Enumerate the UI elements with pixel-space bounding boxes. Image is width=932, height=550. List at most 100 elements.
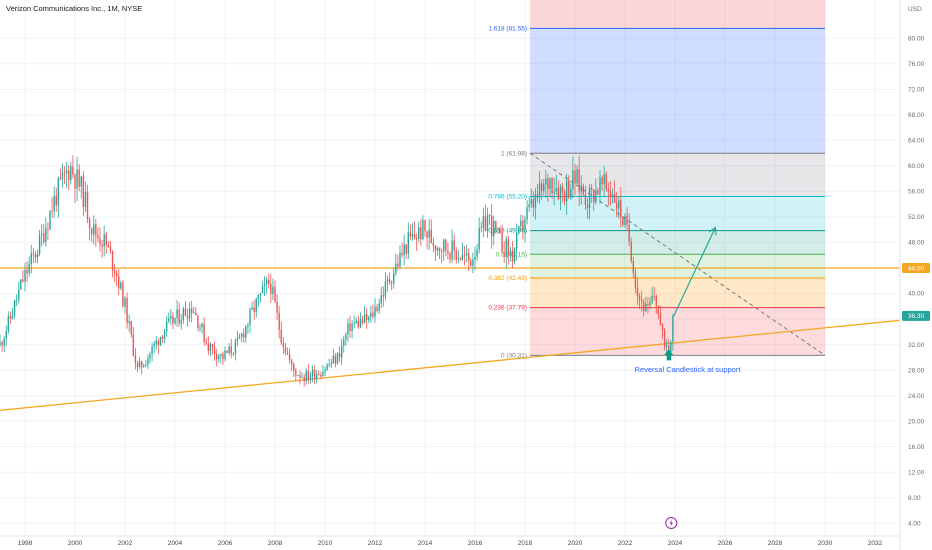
candle-body xyxy=(9,315,12,319)
candlesticks xyxy=(0,155,674,387)
candle-body xyxy=(257,294,260,299)
y-tick-label: 64.00 xyxy=(908,138,925,145)
candle-body xyxy=(238,336,241,339)
candle-body xyxy=(113,269,116,274)
candle-body xyxy=(388,279,391,283)
x-tick-label: 2008 xyxy=(268,540,283,547)
candle-body xyxy=(338,353,341,358)
candle-body xyxy=(563,192,566,202)
fib-zone xyxy=(530,196,825,231)
candle-body xyxy=(232,353,235,355)
candle-body xyxy=(624,215,626,226)
candle-body xyxy=(434,245,437,251)
candle-body xyxy=(178,309,180,324)
last-price-badge[interactable] xyxy=(902,310,930,321)
candle-body xyxy=(643,301,645,312)
support-trendline[interactable] xyxy=(0,319,901,411)
candle-body xyxy=(195,312,197,316)
candle-body xyxy=(507,239,510,255)
y-tick-label: 56.00 xyxy=(908,189,925,196)
projection-arrow[interactable] xyxy=(673,228,715,317)
candle-body xyxy=(620,200,622,218)
candle-body xyxy=(276,301,278,313)
candle-body xyxy=(5,331,7,339)
candle-body xyxy=(49,210,51,230)
candle-body xyxy=(443,239,445,252)
candle-body xyxy=(347,323,349,335)
candle-body xyxy=(288,354,291,361)
candle-body xyxy=(615,203,618,209)
chart-title: Verizon Communications Inc., 1M, NYSE xyxy=(6,4,142,13)
x-tick-label: 2002 xyxy=(118,540,133,547)
x-axis[interactable]: 1998 2000 2002 2004 2006 2008 2010 2012 2014 2016… xyxy=(0,535,900,547)
candle-body xyxy=(134,355,137,363)
candle-body xyxy=(345,334,347,340)
candle-body xyxy=(468,253,470,261)
candle-body xyxy=(143,365,145,368)
candle-body xyxy=(518,226,520,233)
fib-level-label: 0.618 (49.86) xyxy=(488,228,527,235)
candle-body xyxy=(105,234,107,246)
candle-body xyxy=(109,246,112,251)
candle-body xyxy=(268,279,270,284)
overlays[interactable]: Reversal Candlestick at support xyxy=(635,228,742,529)
candle-body xyxy=(582,185,585,194)
candle-body xyxy=(651,295,653,303)
candle-body xyxy=(153,343,155,347)
candle-body xyxy=(155,340,157,344)
x-tick-label: 2026 xyxy=(718,540,733,547)
candle-body xyxy=(284,346,287,353)
candle-body xyxy=(74,174,76,189)
candle-body xyxy=(76,169,78,189)
candle-body xyxy=(128,321,130,324)
candle-body xyxy=(393,273,395,284)
candle-body xyxy=(420,227,422,240)
candle-body xyxy=(259,293,262,295)
candle-body xyxy=(343,339,345,346)
candle-body xyxy=(136,362,139,367)
candle-body xyxy=(584,193,587,205)
candle-body xyxy=(311,369,314,377)
candle-body xyxy=(570,189,572,198)
candle-body xyxy=(545,178,547,185)
candle-body xyxy=(97,235,99,238)
horizontal-line-price-label: 44.00 xyxy=(908,265,925,272)
candle-body xyxy=(101,244,103,247)
candle-body xyxy=(430,229,432,243)
candle-body xyxy=(255,298,257,312)
candle-body xyxy=(130,321,132,335)
candle-body xyxy=(628,224,630,242)
y-axis[interactable]: 4.00 8.00 12.00 16.00 20.00 24.00 28.00 32.00 36… xyxy=(899,0,930,550)
candle-body xyxy=(349,323,351,332)
candle-body xyxy=(340,345,343,358)
candle-body xyxy=(445,239,447,251)
candle-body xyxy=(640,300,643,302)
currency-label[interactable]: USD xyxy=(908,6,922,13)
candle-body xyxy=(70,166,72,180)
y-tick-label: 12.00 xyxy=(908,469,925,476)
candle-body xyxy=(111,250,114,270)
candle-body xyxy=(551,177,553,194)
candle-body xyxy=(463,254,466,256)
y-tick-label: 20.00 xyxy=(908,418,925,425)
candle-body xyxy=(613,194,616,204)
candle-body xyxy=(20,279,22,290)
candle-body xyxy=(522,220,524,230)
annotation-up-arrow-icon[interactable] xyxy=(664,349,674,361)
annotation-label[interactable]: Reversal Candlestick at support xyxy=(635,365,742,374)
candle-body xyxy=(332,355,335,364)
candle-body xyxy=(590,187,593,190)
horizontal-line-price-badge[interactable] xyxy=(902,263,930,273)
candle-body xyxy=(38,234,41,254)
candle-body xyxy=(313,369,316,380)
candle-body xyxy=(172,315,174,324)
candle-body xyxy=(190,308,193,314)
x-tick-label: 2010 xyxy=(318,540,333,547)
candle-body xyxy=(124,298,126,307)
candle-body xyxy=(399,252,401,267)
trendlines[interactable] xyxy=(0,319,901,411)
candle-body xyxy=(363,314,366,323)
candle-body xyxy=(597,190,599,195)
candle-body xyxy=(263,284,266,287)
